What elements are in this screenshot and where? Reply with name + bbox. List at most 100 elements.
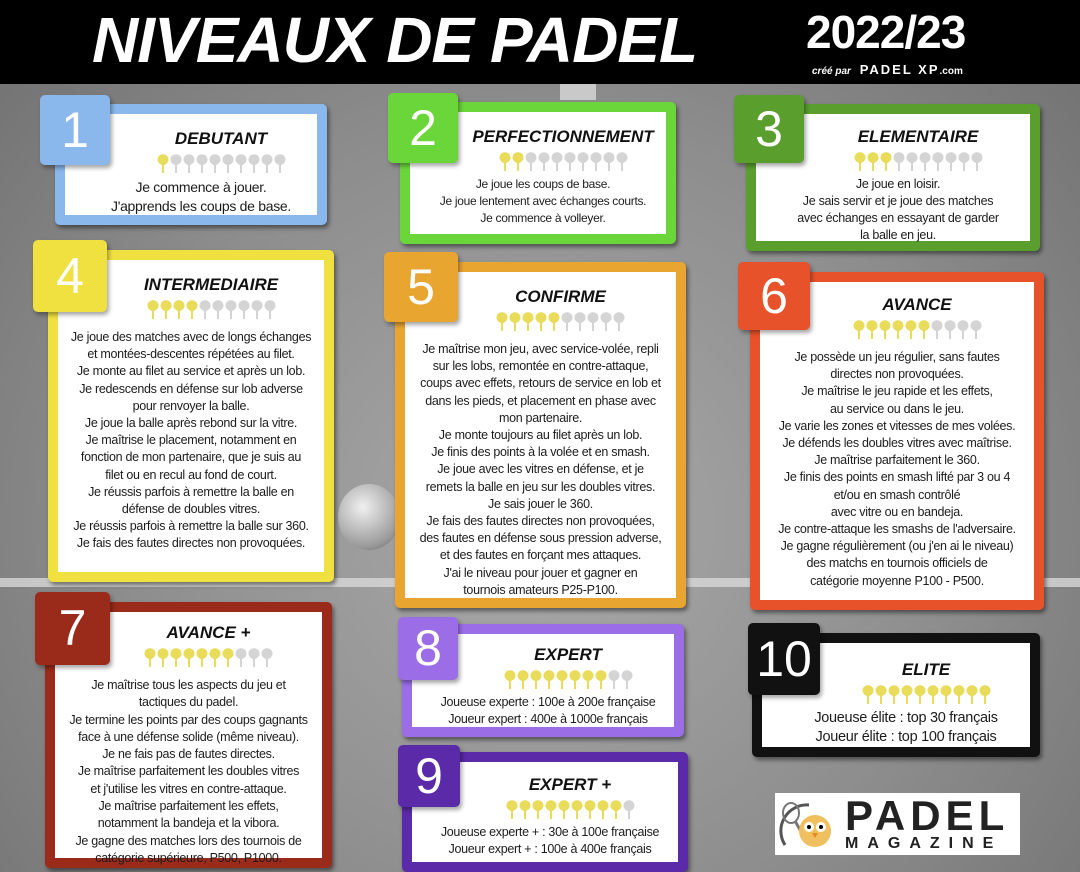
racket-pin-icon-empty	[970, 320, 982, 339]
racket-pin-icon-filled	[517, 670, 529, 689]
description-line: Je joue en loisir.	[855, 177, 941, 191]
racket-pin-icon-empty	[613, 312, 625, 331]
description-line: Je réussis parfois à remettre la balle s…	[73, 519, 309, 534]
racket-pin-icon-filled	[160, 300, 172, 319]
racket-pin-icon-filled	[183, 648, 195, 667]
racket-pin-icon-filled	[558, 800, 570, 819]
racket-pin-icon-empty	[538, 152, 550, 171]
level-number-badge: 7	[35, 592, 110, 665]
racket-pin-icon-empty	[248, 154, 260, 173]
description-line: Joueuse experte + : 30e à 100e française	[440, 825, 660, 839]
description-line: Je finis des points à la volée et en sma…	[431, 445, 650, 460]
racket-pin-icon-filled	[209, 648, 221, 667]
racket-pin-icon-filled	[875, 685, 887, 704]
rating-pins	[806, 152, 1030, 171]
description-line: Je possède un jeu régulier, sans fautes	[794, 350, 1000, 364]
level-name: ELITE	[901, 660, 951, 679]
racket-pin-icon-filled	[222, 648, 234, 667]
level-card-1: DEBUTANT Je commence à jouer. J'apprends l…	[55, 104, 327, 225]
level-name: AVANCE	[882, 295, 952, 314]
description-line: avec vitre ou en bandeja.	[830, 504, 964, 519]
description-line: coups avec effets, retours de service en…	[420, 376, 661, 391]
racket-pin-icon-filled	[866, 320, 878, 339]
credit-brand-suffix: .com	[939, 66, 963, 77]
credit-brand: PADEL XP.com	[860, 62, 963, 77]
season: 2022/23	[806, 6, 966, 58]
description-line: Je redescends en défense sur lob adverse	[79, 381, 303, 396]
racket-pin-icon-empty	[209, 154, 221, 173]
racket-pin-icon-filled	[867, 152, 879, 171]
description-line: filet ou en recul au fond de court.	[105, 467, 277, 482]
header: NIVEAUX DE PADEL 2022/23 créé par PADEL …	[0, 0, 1080, 84]
racket-pin-icon-filled	[569, 670, 581, 689]
description-line: Je gagne régulièrement (ou j'en ai le ni…	[780, 539, 1014, 554]
racket-pin-icon-filled	[853, 320, 865, 339]
description-line: Je joue les coups de base.	[475, 177, 611, 191]
description-line: Je termine les points par des coups gagn…	[69, 712, 308, 727]
racket-pin-icon-filled	[582, 670, 594, 689]
description-line: Je maîtrise parfaitement les effets,	[98, 799, 279, 814]
racket-pin-icon-filled	[610, 800, 622, 819]
racket-pin-icon-empty	[919, 152, 931, 171]
description-line: J'apprends les coups de base.	[111, 198, 291, 214]
racket-pin-icon-filled	[556, 670, 568, 689]
description-line: Joueur expert + : 100e à 400e français	[448, 842, 652, 856]
racket-pin-icon-empty	[525, 152, 537, 171]
description-line: avec échanges en essayant de garder	[797, 211, 999, 225]
description-line: fonction de mon partenaire, que je suis …	[80, 450, 302, 465]
racket-pin-icon-filled	[927, 685, 939, 704]
level-card-4: INTERMEDIAIRE Je joue des matches avec de…	[48, 250, 334, 582]
racket-pin-icon-filled	[571, 800, 583, 819]
racket-pin-icon-filled	[584, 800, 596, 819]
racket-pin-icon-filled	[157, 154, 169, 173]
description-line: Je maîtrise mon jeu, avec service-volée,…	[422, 342, 659, 356]
racket-pin-icon-filled	[522, 312, 534, 331]
racket-pin-icon-empty	[590, 152, 602, 171]
rating-pins	[58, 300, 324, 319]
level-name: DEBUTANT	[174, 129, 268, 148]
level-name: CONFIRME	[515, 287, 606, 306]
racket-pin-icon-empty	[958, 152, 970, 171]
rating-pins	[462, 670, 674, 689]
description-line: et des fautes en forçant mes attaques.	[439, 548, 642, 563]
racket-pin-icon-empty	[261, 154, 273, 173]
racket-pin-icon-filled	[530, 670, 542, 689]
description-line: Je gagne des matches lors des tournois d…	[75, 833, 302, 848]
level-number-badge: 9	[398, 745, 460, 807]
racket-pin-icon-empty	[196, 154, 208, 173]
level-number-badge: 1	[40, 95, 110, 165]
description-line: Je joue la balle après rebond sur la vit…	[84, 416, 298, 431]
description-line: dans les pieds, et placement en phase av…	[425, 393, 656, 408]
racket-pin-icon-filled	[545, 800, 557, 819]
description-line: Je sais servir et je joue des matches	[802, 194, 994, 208]
level-description: Je joue les coups de base. Je joue lentem…	[410, 176, 666, 227]
rating-pins	[405, 312, 676, 331]
racket-pin-icon-empty	[931, 320, 943, 339]
description-line: Je monte toujours au filet après un lob.	[438, 428, 643, 443]
racket-pin-icon-filled	[543, 670, 555, 689]
level-number-badge: 10	[748, 623, 820, 695]
level-card-5: CONFIRME Je maîtrise mon jeu, avec servic…	[395, 262, 686, 608]
racket-pin-icon-filled	[597, 800, 609, 819]
description-line: Je varie les zones et vitesses de mes vo…	[778, 418, 1016, 433]
level-number-badge: 3	[734, 95, 804, 163]
racket-pin-icon-filled	[144, 648, 156, 667]
description-line: notamment la bandeja et la vibora.	[97, 816, 280, 831]
racket-pin-icon-filled	[504, 670, 516, 689]
racket-pin-icon-filled	[914, 685, 926, 704]
racket-pin-icon-filled	[535, 312, 547, 331]
racket-pin-icon-empty	[616, 152, 628, 171]
racket-pin-icon-empty	[261, 648, 273, 667]
description-line: directes non provoquées.	[830, 367, 964, 382]
racket-pin-icon-empty	[274, 154, 286, 173]
credit-brand-name: PADEL XP	[859, 62, 940, 77]
level-description: Je maîtrise tous les aspects du jeu et ta…	[55, 677, 322, 867]
description-line: catégorie moyenne P100 - P500.	[810, 573, 984, 588]
description-line: catégorie supérieure, P500, P1000.	[95, 850, 282, 865]
racket-pin-icon-empty	[561, 312, 573, 331]
description-line: remets la balle en jeu sur les doubles v…	[425, 479, 656, 494]
racket-pin-icon-empty	[248, 648, 260, 667]
level-panel: DEBUTANT Je commence à jouer. J'apprends l…	[65, 114, 317, 215]
racket-pin-icon-filled	[888, 685, 900, 704]
racket-pin-icon-empty	[225, 300, 237, 319]
